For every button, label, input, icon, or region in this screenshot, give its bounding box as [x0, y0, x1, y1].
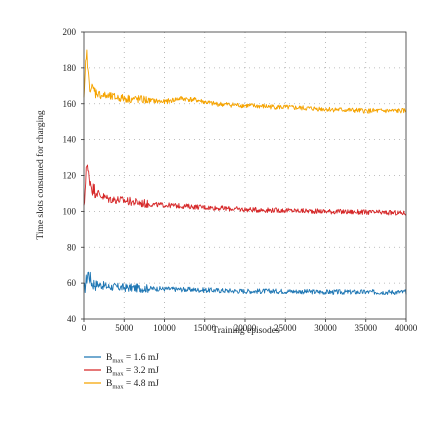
- x-tick-label: 15000: [194, 323, 217, 333]
- y-tick-label: 40: [67, 314, 77, 324]
- y-tick-label: 200: [63, 27, 77, 37]
- legend-entry: Bmax = 4.8 mJ: [106, 379, 159, 391]
- x-tick-label: 25000: [274, 323, 297, 333]
- series-line: [83, 271, 407, 295]
- x-tick-label: 30000: [314, 323, 337, 333]
- y-axis-label: Time slots consumed for charging: [35, 110, 46, 240]
- y-tick-label: 80: [67, 242, 77, 252]
- series-line: [83, 49, 407, 114]
- y-tick-label: 60: [67, 278, 77, 288]
- x-tick-label: 0: [82, 323, 87, 333]
- ticks: 0 5000 10000 15000 20000 25000 30000 35000 40000…: [63, 27, 418, 333]
- x-tick-label: 35000: [355, 323, 378, 333]
- x-tick-label: 10000: [153, 323, 176, 333]
- legend-entry: Bmax = 3.2 mJ: [106, 366, 159, 378]
- y-tick-label: 100: [63, 206, 77, 216]
- x-tick-label: 5000: [115, 323, 134, 333]
- x-tick-label: 20000: [234, 323, 257, 333]
- x-tick-label: 40000: [395, 323, 418, 333]
- x-axis-label: Training episodes: [212, 326, 280, 336]
- legend-entry: Bmax = 1.6 mJ: [106, 353, 159, 365]
- y-tick-label: 120: [63, 171, 77, 181]
- grid: [84, 32, 406, 319]
- series-line: [83, 164, 407, 216]
- y-tick-label: 140: [63, 135, 77, 145]
- y-tick-label: 160: [63, 99, 77, 109]
- series-layer: [83, 49, 407, 295]
- y-tick-label: 180: [63, 63, 77, 73]
